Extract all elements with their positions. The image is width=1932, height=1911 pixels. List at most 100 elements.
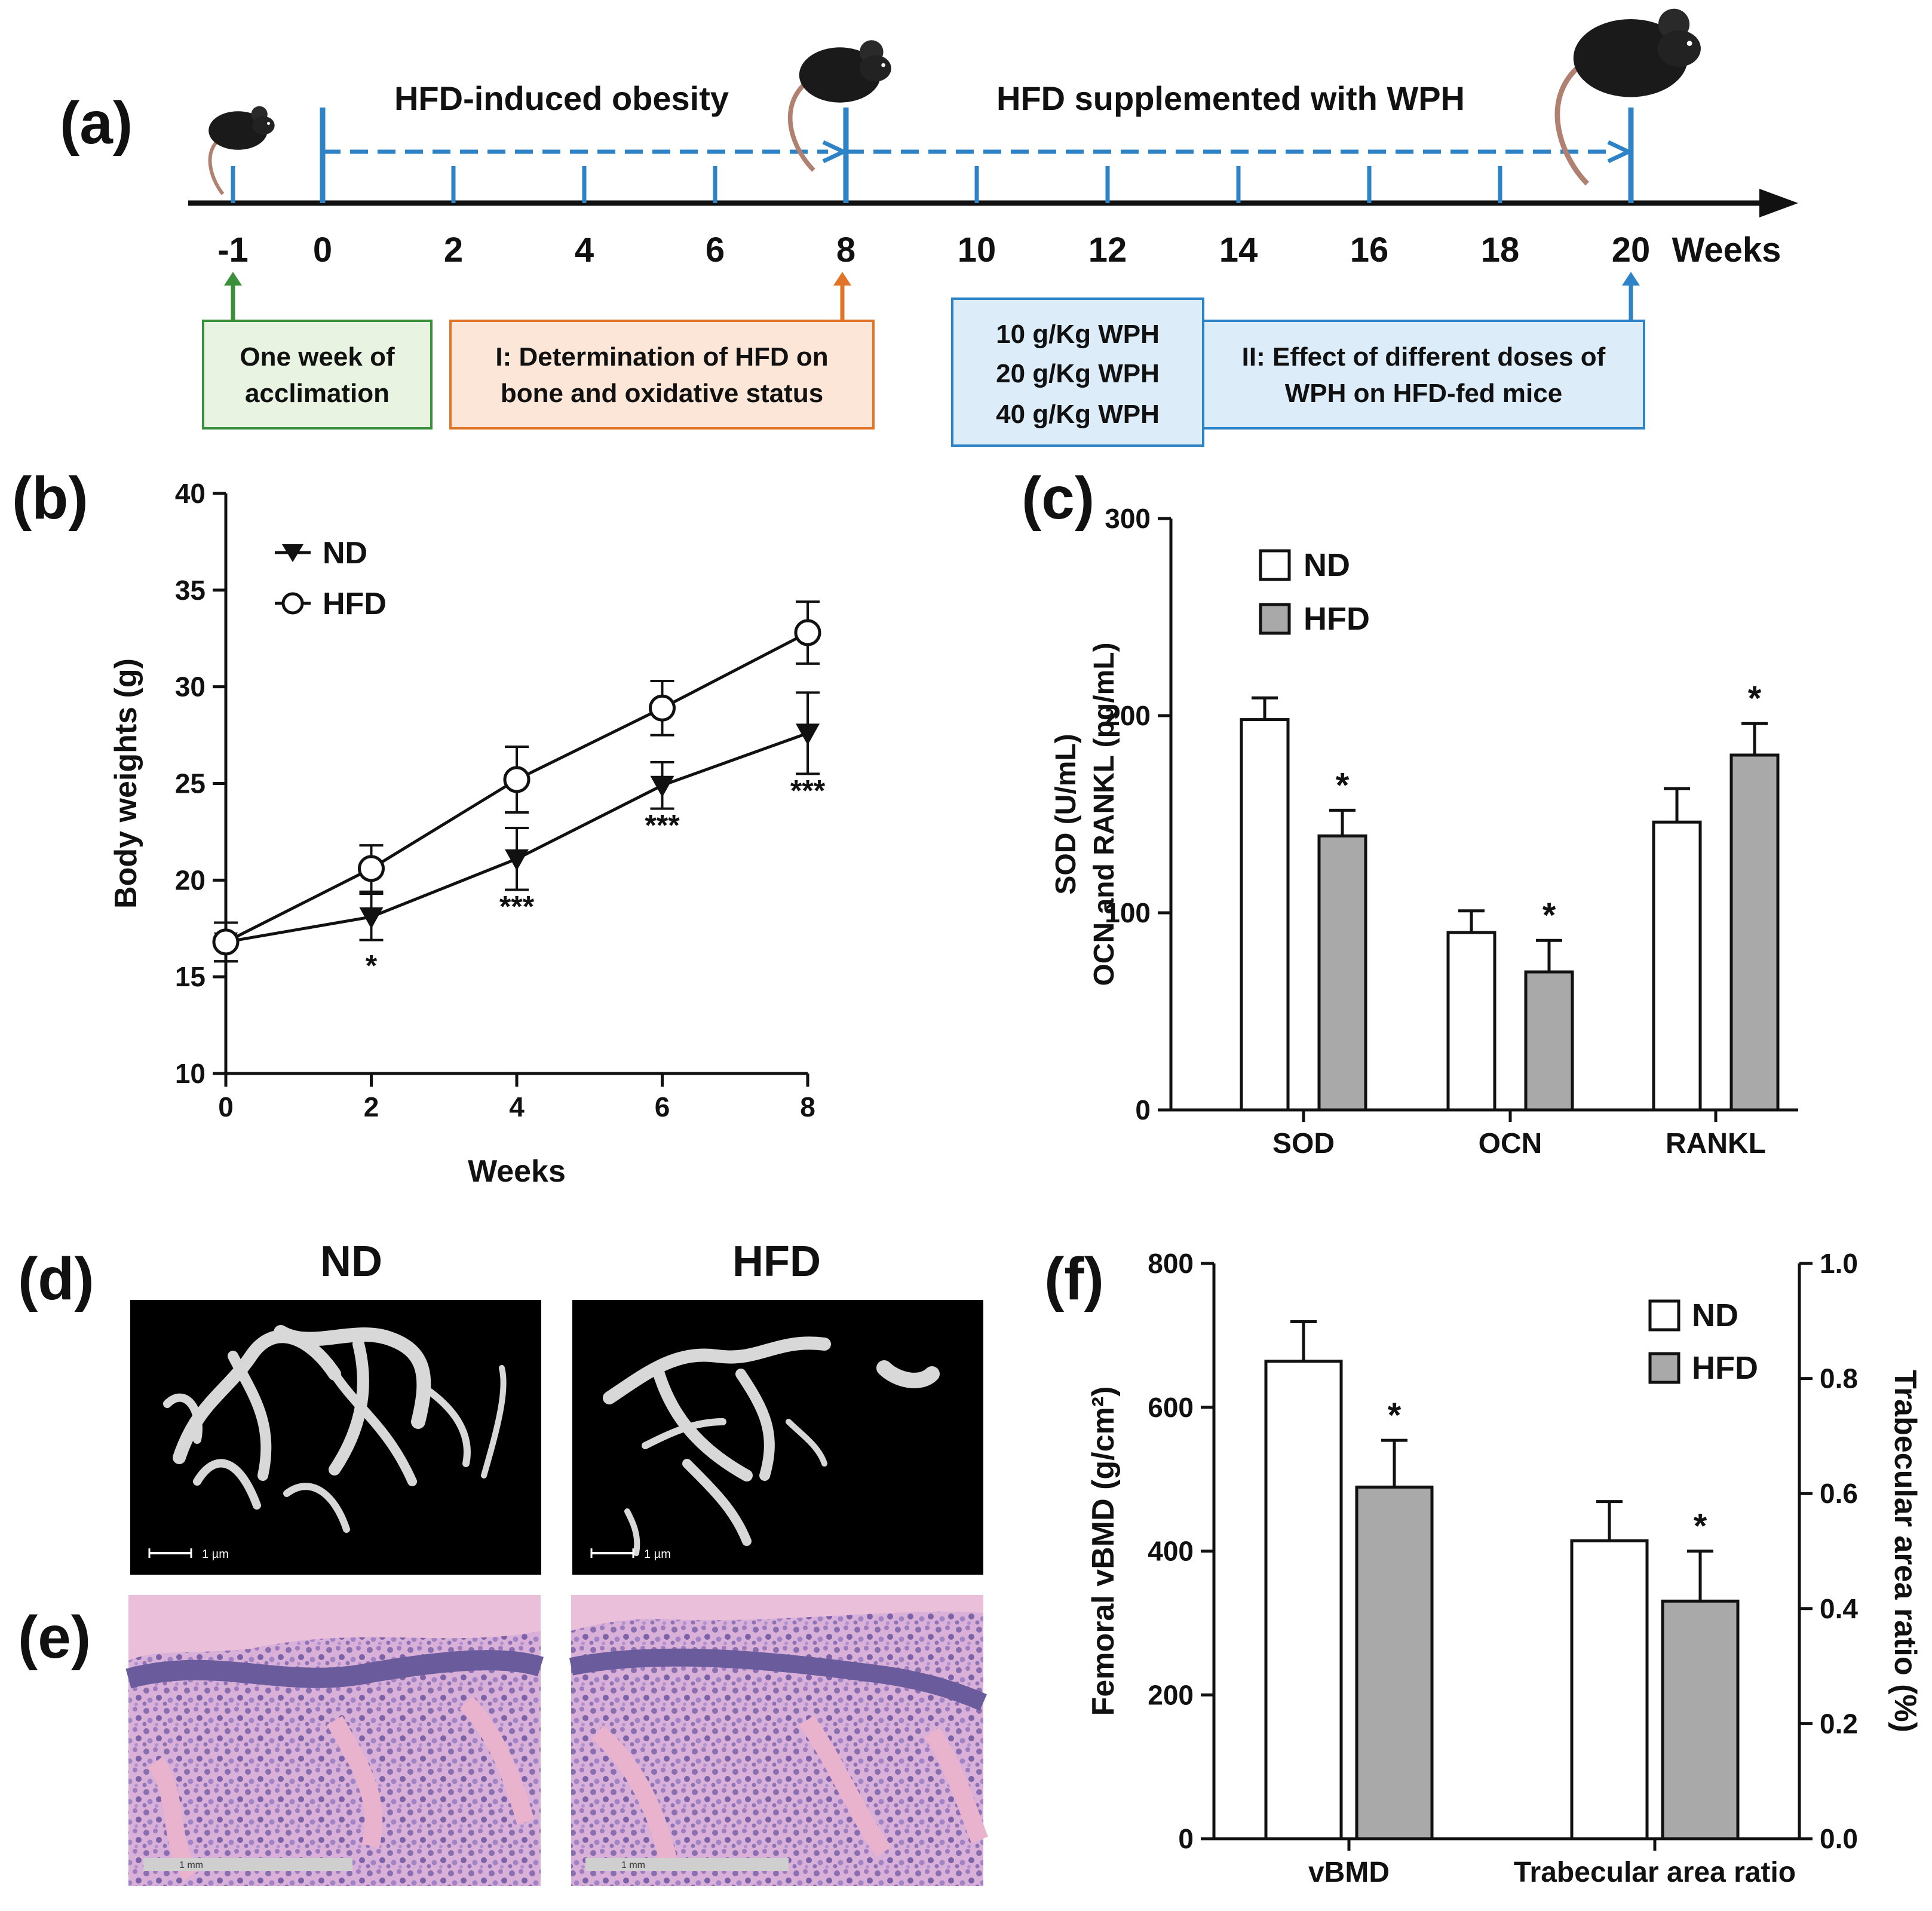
b-point-hfd	[794, 619, 821, 646]
panel-d: (d) ND HFD 1 µm	[18, 1238, 983, 1575]
b-point-hfd	[649, 694, 676, 722]
scale-bar-hfd: 1 µm	[590, 1548, 671, 1561]
timeline-weeks-label: Weeks	[1672, 231, 1781, 269]
phase2-arrowhead	[1607, 140, 1634, 164]
timeline-tick-label: 10	[958, 231, 996, 269]
c-bar-hfd	[1317, 834, 1367, 1112]
b-x-tick-label: 2	[364, 1091, 379, 1122]
f-significance-label: *	[1388, 1396, 1402, 1435]
box-doses-line1: 10 g/Kg WPH	[996, 320, 1160, 349]
acclimation-arrowhead	[224, 272, 242, 286]
image-title-hfd: HFD	[732, 1238, 821, 1286]
b-point-nd	[505, 849, 529, 871]
panel-label-b: (b)	[12, 465, 88, 532]
b-x-tick-label: 4	[509, 1091, 525, 1122]
c-bar-hfd	[1524, 970, 1574, 1112]
timeline-tick-label: 20	[1612, 231, 1651, 269]
cartilage-region-hfd	[571, 1595, 983, 1631]
box-acclimation	[202, 320, 433, 430]
panel-label-f: (f)	[1044, 1246, 1104, 1312]
b-y-axis-title: Body weights (g)	[109, 658, 143, 909]
mouse-icon-medium	[787, 40, 891, 172]
scale-label-nd: 1 µm	[202, 1548, 229, 1561]
chart-b: 10 15 20 25 30 35 40 0 2 4 6 8 Weeks Body weights (g)…	[109, 478, 826, 1189]
timeline-tick-label: 4	[575, 231, 594, 269]
f-y-tick-label-right: 1.0	[1820, 1248, 1858, 1279]
scale-label-e-nd: 1 mm	[179, 1860, 203, 1870]
b-legend-marker-nd	[282, 544, 303, 562]
b-legend-marker-hfd	[281, 592, 304, 615]
panel-label-e: (e)	[18, 1604, 91, 1671]
b-significance-label: ***	[790, 774, 826, 807]
chart-f: 0 200 400 600 800 0.0 0.2 0.4 0.6 0.8 1.0 * vBMD * Tra…	[1086, 1248, 1922, 1888]
panel-label-d: (d)	[18, 1246, 94, 1312]
b-y-tick-label: 10	[175, 1058, 206, 1089]
f-significance-label: *	[1694, 1507, 1707, 1546]
panel-label-a: (a)	[60, 90, 133, 157]
phase1-arrowhead	[822, 140, 849, 164]
f-y-tick-label-right: 0.6	[1820, 1478, 1858, 1509]
f-y-tick-label-left: 200	[1148, 1679, 1194, 1710]
b-significance-label: *	[366, 949, 378, 983]
stage2-arrowhead	[1622, 272, 1640, 286]
box-acclimation-line2: acclimation	[245, 379, 390, 408]
f-legend-swatch-hfd	[1648, 1352, 1680, 1384]
c-category-label: OCN	[1479, 1128, 1542, 1160]
panel-b: (b) 10 15 20 25 30 35 40 0 2 4 6 8 Weeks Body weights…	[12, 465, 826, 1189]
f-category-label: Trabecular area ratio	[1514, 1857, 1796, 1888]
timeline-tick-label: 0	[313, 231, 332, 269]
box-stage1-line2: bone and oxidative status	[501, 379, 823, 408]
chart-c: 0 100 200 300 * SOD * OCN * RANKL SOD (U/mL) OCN an…	[1050, 503, 1798, 1160]
b-legend-label-hfd: HFD	[323, 587, 387, 621]
growth-plate-hfd	[569, 1648, 987, 1711]
b-x-axis-title: Weeks	[468, 1154, 566, 1189]
c-category-label: RANKL	[1666, 1128, 1766, 1160]
b-point-hfd	[358, 855, 385, 882]
panel-a: (a) HFD-induced obesity HFD supplemented…	[60, 8, 1798, 447]
box-doses-line3: 40 g/Kg WPH	[996, 400, 1160, 429]
c-y-tick-label: 100	[1105, 897, 1151, 928]
c-legend-label-hfd: HFD	[1304, 601, 1370, 637]
box-doses	[951, 297, 1204, 447]
timeline-tick-label: 14	[1219, 231, 1258, 269]
f-y-tick-label-right: 0.8	[1820, 1363, 1858, 1394]
timeline-axis: -1 0 2 4 6 8 10 12 14 16 18 20	[188, 108, 1798, 269]
c-legend-swatch-nd	[1259, 549, 1291, 581]
b-x-tick-label: 0	[218, 1091, 234, 1122]
box-stage2	[1202, 320, 1645, 430]
f-y-axis-title-right: Trabecular area ratio (%)	[1888, 1370, 1922, 1732]
b-y-tick-label: 40	[175, 478, 206, 509]
b-y-tick-label: 20	[175, 864, 206, 895]
box-stage2-line1: II: Effect of different doses of	[1242, 342, 1606, 372]
c-bar-nd	[1240, 718, 1290, 1112]
panel-c: (c) 0 100 200 300 * SOD * OCN * RANKL SOD (U/mL) OC…	[1022, 465, 1798, 1160]
panel-f: (f) 0 200 400 600 800 0.0 0.2 0.4 0.6 0.8 1.0 * vBMD…	[1044, 1246, 1922, 1888]
timeline-tick-label: 2	[444, 231, 463, 269]
b-y-tick-label: 25	[175, 768, 206, 799]
scale-label-e-hfd: 1 mm	[621, 1860, 645, 1870]
b-y-tick-label: 15	[175, 961, 206, 992]
phase1-label: HFD-induced obesity	[394, 79, 729, 117]
f-y-tick-label-left: 0	[1178, 1823, 1194, 1854]
box-doses-line2: 20 g/Kg WPH	[996, 359, 1160, 388]
b-legend-label-nd: ND	[323, 536, 367, 570]
panel-label-c: (c)	[1022, 465, 1094, 532]
c-significance-label: *	[1336, 766, 1350, 805]
box-acclimation-line1: One week of	[240, 342, 395, 372]
f-y-axis-title-left: Femoral vBMD (g/cm²)	[1086, 1387, 1121, 1716]
trabecular-structure-nd	[163, 1325, 507, 1533]
c-y-tick-label: 200	[1105, 700, 1151, 731]
f-bar-hfd	[1661, 1599, 1740, 1841]
c-category-label: SOD	[1272, 1128, 1335, 1160]
f-y-tick-label-right: 0.0	[1820, 1823, 1858, 1854]
c-significance-label: *	[1748, 679, 1762, 718]
f-y-tick-label-left: 600	[1148, 1392, 1194, 1423]
scale-bar-nd: 1 µm	[148, 1548, 229, 1561]
c-y-axis-title-line1: SOD (U/mL)	[1050, 734, 1082, 894]
b-point-hfd	[212, 928, 240, 956]
timeline-tick-label: 8	[836, 231, 855, 269]
growth-plate-nd	[125, 1650, 544, 1689]
b-y-tick-label: 30	[175, 671, 206, 703]
f-legend-label-nd: ND	[1692, 1297, 1738, 1333]
